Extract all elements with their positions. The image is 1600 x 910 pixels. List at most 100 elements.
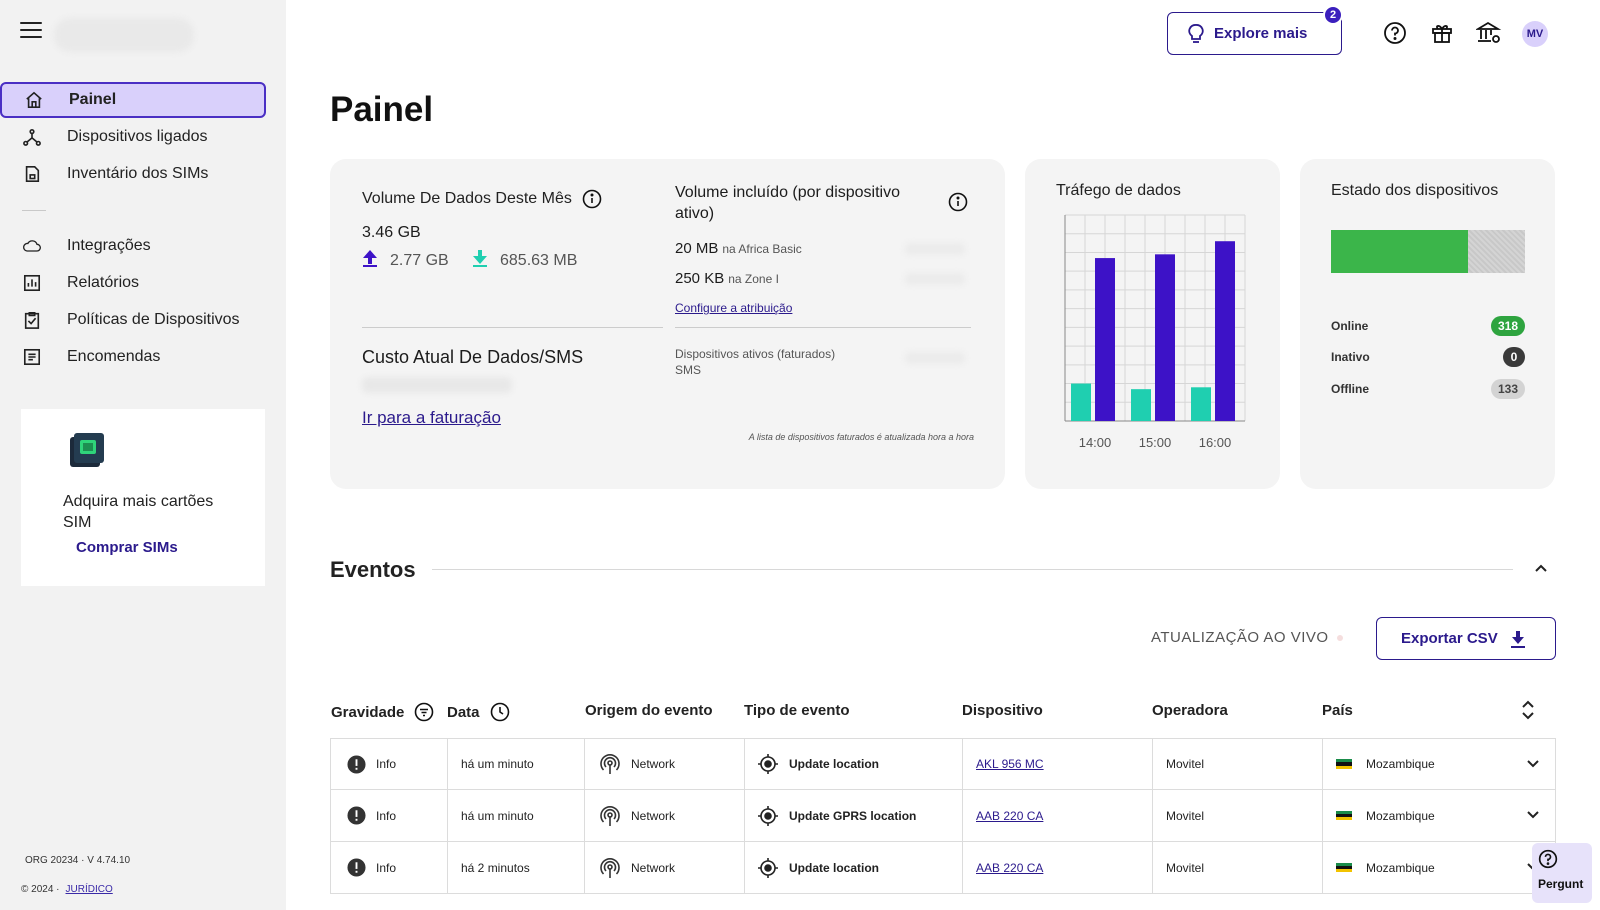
antenna-icon	[599, 753, 621, 775]
device-link[interactable]: AKL 956 MC	[976, 757, 1044, 771]
institution-settings-icon[interactable]	[1476, 20, 1502, 46]
sidebar-item-relatorios[interactable]: Relatórios	[0, 264, 266, 301]
cell-country: Mozambique	[1336, 739, 1435, 789]
sidebar-item-integracoes[interactable]: Integrações	[0, 227, 266, 264]
column-divider	[1152, 842, 1153, 893]
event-type-text: Update location	[789, 860, 880, 875]
mozambique-flag-icon	[1336, 862, 1352, 873]
copyright: © 2024 · JURÍDICO	[21, 884, 113, 895]
column-header-country[interactable]: País	[1322, 702, 1353, 719]
device-link[interactable]: AAB 220 CA	[976, 860, 1044, 875]
cell-country: Mozambique	[1336, 842, 1435, 893]
help-icon[interactable]	[1382, 20, 1408, 46]
list-icon	[22, 347, 42, 367]
table-row[interactable]: Info há 2 minutos Network Update locatio…	[330, 842, 1556, 894]
info-icon[interactable]	[582, 189, 602, 209]
operator-text: Movitel	[1166, 860, 1205, 875]
cell-severity: Info	[347, 739, 396, 789]
column-divider	[584, 842, 585, 893]
menu-icon[interactable]	[20, 22, 42, 40]
explore-more-button[interactable]: Explore mais 2	[1167, 5, 1343, 55]
table-row[interactable]: Info há um minuto Network Update locatio…	[330, 738, 1556, 790]
gift-icon[interactable]	[1429, 20, 1455, 46]
alert-circle-icon	[347, 858, 366, 877]
column-divider	[962, 739, 963, 789]
divider	[675, 327, 971, 328]
sidebar-item-painel[interactable]: Painel	[0, 82, 266, 118]
help-chat-button[interactable]: Pergunt	[1532, 843, 1592, 903]
column-header-device[interactable]: Dispositivo	[962, 702, 1043, 719]
sidebar-item-inventario[interactable]: Inventário dos SIMs	[0, 155, 266, 192]
cloud-icon	[22, 236, 42, 256]
export-csv-label: Exportar CSV	[1401, 630, 1498, 647]
clock-icon[interactable]	[490, 702, 510, 722]
table-row[interactable]: Info há um minuto Network Update GPRS lo…	[330, 790, 1556, 842]
clipboard-check-icon	[22, 310, 42, 330]
lightbulb-icon	[1188, 23, 1204, 44]
device-link[interactable]: AAB 220 CA	[976, 808, 1044, 823]
column-header-type[interactable]: Tipo de evento	[744, 702, 850, 719]
network-icon	[22, 127, 42, 147]
sidebar-item-politicas[interactable]: Políticas de Dispositivos	[0, 301, 266, 338]
cost-value-hidden	[362, 377, 512, 393]
column-divider	[1152, 790, 1153, 841]
included-value: 20 MB	[675, 240, 719, 257]
sidebar-item-encomendas[interactable]: Encomendas	[0, 338, 266, 375]
column-divider	[962, 790, 963, 841]
version: · V 4.74.10	[81, 855, 131, 866]
billing-link[interactable]: Ir para a faturação	[362, 408, 501, 427]
column-header-origin[interactable]: Origem do evento	[585, 702, 713, 719]
sort-icon[interactable]	[1520, 699, 1536, 726]
cell-device: AAB 220 CA	[976, 790, 1043, 841]
info-icon[interactable]	[948, 192, 968, 217]
column-divider	[447, 842, 448, 893]
column-divider	[744, 790, 745, 841]
cell-severity: Info	[347, 790, 396, 841]
bar-1600-s1	[1215, 241, 1235, 421]
column-header-date[interactable]: Data	[447, 702, 510, 722]
cell-origin: Network	[599, 790, 675, 841]
notification-badge: 2	[1323, 5, 1343, 25]
promo-text: Adquira mais cartões SIM	[63, 493, 214, 531]
upload-value: 2.77 GB	[390, 251, 449, 269]
export-csv-button[interactable]: Exportar CSV	[1376, 617, 1556, 660]
filter-icon[interactable]	[414, 702, 434, 722]
sidebar-item-dispositivos[interactable]: Dispositivos ligados	[0, 118, 266, 155]
cell-type: Update location	[757, 739, 879, 789]
billed-devices-text: Dispositivos ativos (faturados)	[675, 347, 836, 361]
buy-sims-button[interactable]: Comprar SIMs	[76, 539, 178, 556]
origin-text: Network	[631, 757, 676, 771]
chevron-down-icon[interactable]	[1525, 756, 1541, 775]
avatar[interactable]: MV	[1522, 21, 1548, 47]
chevron-up-icon[interactable]	[1533, 560, 1549, 581]
included-plan: na Africa Basic	[722, 242, 802, 256]
column-divider	[447, 790, 448, 841]
page-title: Painel	[330, 90, 434, 129]
cost-title: Custo Atual De Dados/SMS	[362, 347, 584, 367]
sidebar-item-label: Inventário dos SIMs	[67, 164, 209, 182]
column-divider	[1322, 790, 1323, 841]
column-divider	[1322, 842, 1323, 893]
alert-circle-icon	[347, 806, 366, 825]
column-header-severity[interactable]: Gravidade	[331, 702, 434, 722]
x-tick-label: 14:00	[1079, 435, 1112, 450]
column-header-operator[interactable]: Operadora	[1152, 702, 1228, 719]
operator-text: Movitel	[1166, 757, 1205, 771]
column-divider	[744, 842, 745, 893]
included-value: 250 KB	[675, 270, 725, 287]
sidebar-item-label: Painel	[69, 91, 117, 108]
download-icon	[1510, 630, 1525, 648]
legal-link[interactable]: JURÍDICO	[65, 884, 113, 895]
column-divider	[1322, 739, 1323, 789]
configure-allocation-link[interactable]: Configure a atribuição	[675, 301, 793, 315]
live-update-indicator: ATUALIZAÇÃO AO VIVO	[1151, 629, 1343, 646]
org-id: ORG 20234	[25, 855, 79, 866]
severity-text: Info	[376, 757, 397, 771]
billing-note: A lista de dispositivos faturados é atua…	[748, 432, 974, 442]
state-label: Offline	[1331, 382, 1369, 396]
column-divider	[584, 739, 585, 789]
chevron-down-icon[interactable]	[1525, 807, 1541, 826]
sidebar-item-label: Políticas de Dispositivos	[67, 310, 240, 328]
cell-device: AAB 220 CA	[976, 842, 1043, 893]
country-text: Mozambique	[1366, 860, 1435, 875]
